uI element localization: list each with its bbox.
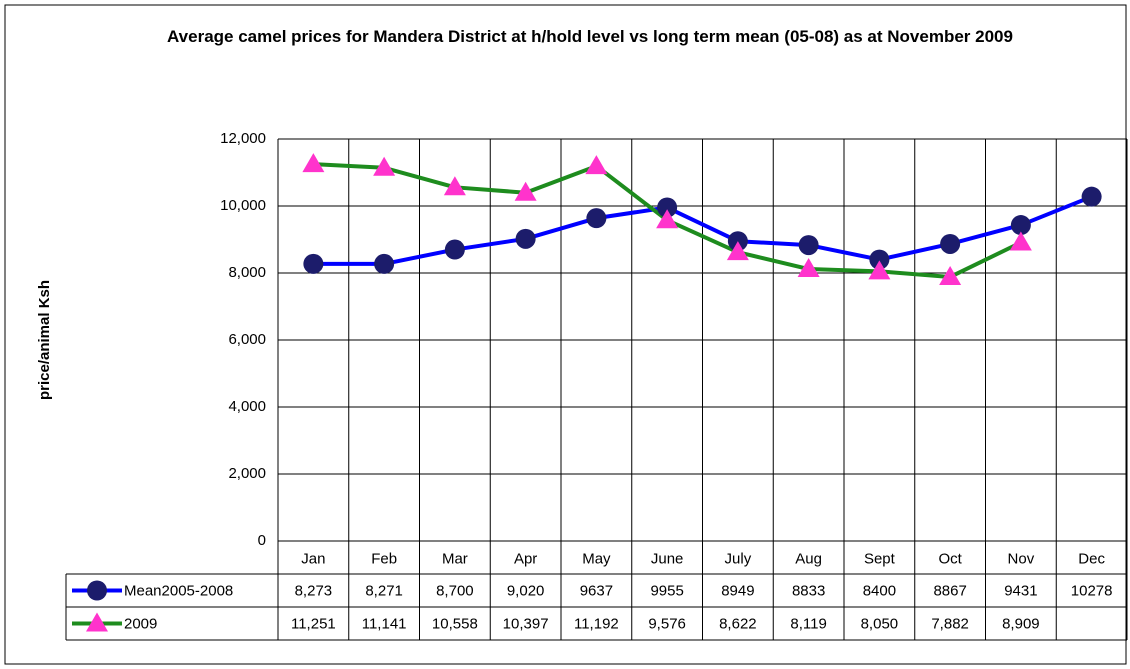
x-tick-label: Sept xyxy=(864,550,896,567)
marker xyxy=(374,253,395,274)
x-tick-label: July xyxy=(725,550,752,567)
table-value: 10278 xyxy=(1071,582,1113,599)
chart-title: Average camel prices for Mandera Distric… xyxy=(167,27,1013,46)
marker xyxy=(1081,186,1102,207)
table-value: 10,558 xyxy=(432,615,478,632)
marker xyxy=(1009,231,1032,251)
table-value: 9,020 xyxy=(507,582,545,599)
x-tick-label: Dec xyxy=(1078,550,1105,567)
y-tick-label: 0 xyxy=(258,532,266,549)
marker xyxy=(939,265,962,285)
table-value: 11,141 xyxy=(362,615,407,632)
marker xyxy=(373,156,396,176)
table-value: 8867 xyxy=(933,582,966,599)
legend-marker xyxy=(86,612,108,632)
x-tick-label: June xyxy=(651,550,684,567)
marker xyxy=(303,253,324,274)
marker xyxy=(302,153,325,173)
x-tick-label: Aug xyxy=(795,550,822,567)
table-value: 8,622 xyxy=(719,615,757,632)
marker xyxy=(585,155,608,175)
y-tick-label: 12,000 xyxy=(220,130,266,147)
marker xyxy=(656,209,679,229)
table-value: 11,192 xyxy=(574,615,619,632)
y-tick-label: 6,000 xyxy=(228,331,266,348)
marker xyxy=(586,208,607,229)
y-tick-label: 10,000 xyxy=(220,197,266,214)
table-value: 8,271 xyxy=(365,582,403,599)
marker xyxy=(797,258,820,278)
table-value: 11,251 xyxy=(291,615,336,632)
x-tick-label: Apr xyxy=(514,550,537,567)
x-tick-label: Feb xyxy=(371,550,397,567)
marker xyxy=(726,241,749,261)
x-tick-label: Jan xyxy=(301,550,325,567)
marker xyxy=(940,233,961,254)
x-tick-label: Mar xyxy=(442,550,468,567)
marker xyxy=(444,239,465,260)
table-value: 8400 xyxy=(863,582,896,599)
marker xyxy=(515,228,536,249)
x-tick-label: Nov xyxy=(1008,550,1035,567)
marker xyxy=(798,235,819,256)
table-value: 10,397 xyxy=(503,615,549,632)
x-tick-label: May xyxy=(582,550,611,567)
chart-border xyxy=(4,4,1127,665)
marker xyxy=(868,260,891,280)
x-tick-label: Oct xyxy=(938,550,962,567)
y-tick-label: 8,000 xyxy=(228,264,266,281)
table-value: 9431 xyxy=(1004,582,1037,599)
marker xyxy=(869,249,890,270)
table-value: 8949 xyxy=(721,582,754,599)
legend-label: Mean2005-2008 xyxy=(124,582,233,599)
marker xyxy=(657,197,678,218)
table-value: 9955 xyxy=(650,582,683,599)
y-tick-label: 4,000 xyxy=(228,398,266,415)
marker xyxy=(443,176,466,196)
marker xyxy=(514,181,537,201)
y-axis-label: price/animal Ksh xyxy=(36,280,53,400)
table-value: 8,909 xyxy=(1002,615,1040,632)
y-tick-label: 2,000 xyxy=(228,465,266,482)
table-value: 8,700 xyxy=(436,582,474,599)
table-value: 9637 xyxy=(580,582,613,599)
series-line xyxy=(313,194,1093,266)
table-value: 7,882 xyxy=(931,615,969,632)
legend-marker xyxy=(87,580,107,601)
marker xyxy=(1010,215,1031,236)
table-value: 8,050 xyxy=(861,615,899,632)
legend-label: 2009 xyxy=(124,615,157,632)
table-value: 8,119 xyxy=(790,615,826,632)
table-value: 8,273 xyxy=(295,582,333,599)
table-value: 9,576 xyxy=(648,615,686,632)
table-value: 8833 xyxy=(792,582,825,599)
